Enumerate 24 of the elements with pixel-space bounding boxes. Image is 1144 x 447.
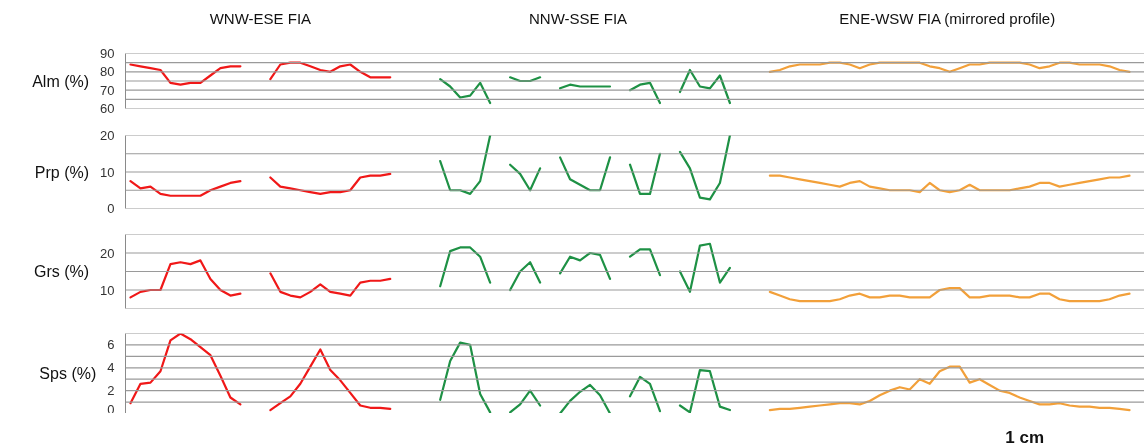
y-tick-label: 20 — [100, 245, 115, 261]
y-tick-label: 70 — [100, 82, 115, 98]
y-tick-label: 90 — [100, 46, 115, 61]
y-axis-title: Prp (%) — [34, 163, 90, 181]
y-axis-title: Grs (%) — [33, 263, 90, 280]
y-axis-title: Alm (%) — [32, 72, 90, 90]
y-tick-label: 6 — [107, 337, 115, 353]
line-series — [768, 287, 1131, 303]
y-tick-label: 10 — [100, 282, 115, 298]
y-tick-label: 80 — [100, 64, 115, 80]
y-tick-label: 60 — [100, 101, 115, 116]
line-series — [768, 174, 1131, 194]
line-series — [768, 61, 1131, 73]
y-axis-title: Sps (%) — [39, 365, 97, 382]
text: WNW-ESE FIA — [209, 10, 312, 27]
y-tick-label: 2 — [107, 383, 115, 399]
y-tick-label: 0 — [107, 401, 115, 417]
y-tick-label: 4 — [107, 360, 115, 376]
y-tick-label: 0 — [107, 201, 115, 216]
y-tick-label: 20 — [100, 128, 115, 143]
text: ENE-WSW FIA (mirrored profile) — [839, 10, 1056, 27]
text: NNW-SSE FIA — [529, 10, 628, 27]
text: 1 cm — [1005, 427, 1044, 447]
y-tick-label: 10 — [100, 164, 115, 180]
